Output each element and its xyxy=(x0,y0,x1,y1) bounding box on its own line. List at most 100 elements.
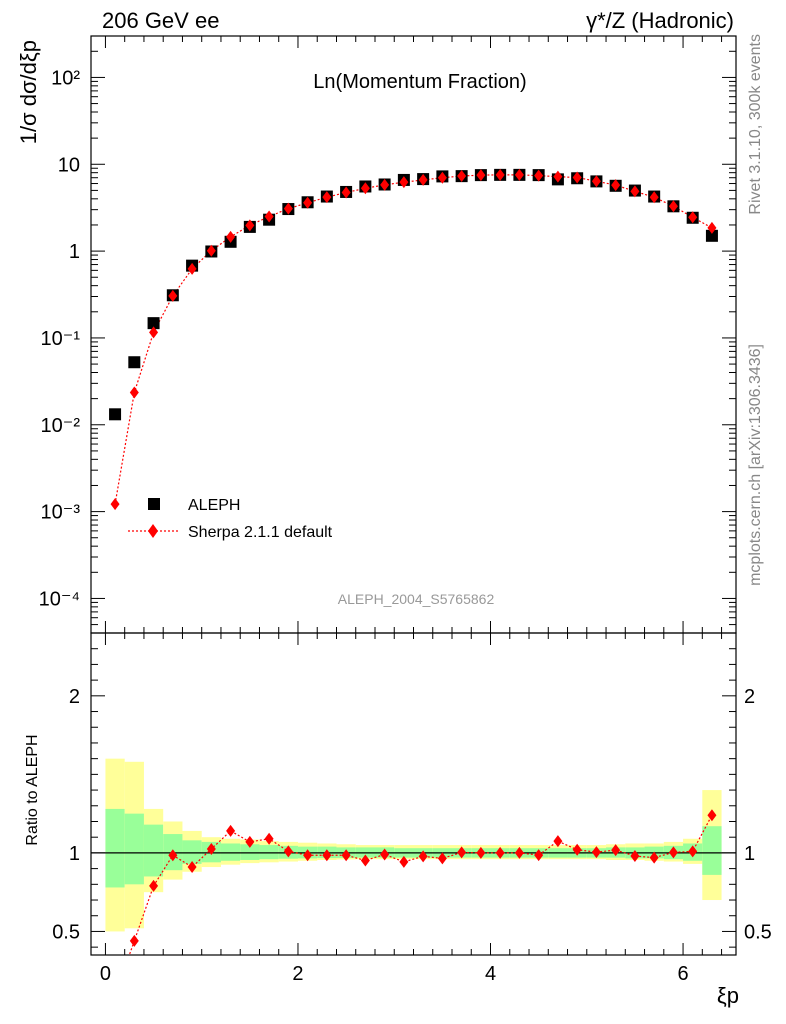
mcplots-label: mcplots.cern.ch [arXiv:1306.3436] xyxy=(747,344,764,586)
sherpa-point xyxy=(110,498,120,511)
top-y-tick-label: 10⁻² xyxy=(41,415,81,437)
band-inner xyxy=(124,813,144,885)
ratio-point xyxy=(341,849,351,862)
band-inner xyxy=(220,843,241,861)
sherpa-point xyxy=(360,182,370,195)
ratio-point xyxy=(514,846,524,859)
ratio-y-tick-label: 0.5 xyxy=(52,921,80,943)
ratio-point xyxy=(688,845,698,858)
ratio-series xyxy=(111,809,717,1001)
rivet-version-label: Rivet 3.1.10, 300k events xyxy=(747,34,764,215)
ratio-y-axis-label: Ratio to ALEPH xyxy=(24,734,41,845)
aleph-point xyxy=(705,229,718,242)
ratio-point xyxy=(611,844,621,857)
ratio-point xyxy=(226,824,236,837)
sherpa-point xyxy=(418,173,428,186)
analysis-id-label: ALEPH_2004_S5765862 xyxy=(338,591,495,607)
band-inner xyxy=(143,824,164,877)
ratio-point xyxy=(399,855,409,868)
ratio-point xyxy=(380,848,390,861)
sherpa-point xyxy=(226,230,236,243)
x-tick-label: 6 xyxy=(677,963,688,985)
band-inner xyxy=(240,844,260,860)
aleph-point xyxy=(109,408,122,421)
aleph-point xyxy=(128,356,141,369)
sherpa-line xyxy=(114,174,713,505)
x-tick-label: 2 xyxy=(292,963,303,985)
sherpa-point xyxy=(630,185,640,198)
ratio-point xyxy=(129,934,139,947)
sherpa-point xyxy=(380,178,390,191)
ratio-point xyxy=(476,846,486,859)
band-inner xyxy=(259,845,279,860)
axes: 0 2 4 6 10⁻⁴ 10⁻³ 10⁻² 10⁻¹ 1 10 10² 0.5 0.5 1 1 2 2 xyxy=(39,35,772,985)
data-series xyxy=(109,168,718,1001)
sherpa-point xyxy=(437,171,447,184)
ratio-point xyxy=(360,854,370,867)
sherpa-point xyxy=(688,211,698,224)
legend-label-aleph: ALEPH xyxy=(188,497,240,514)
ratio-point xyxy=(437,852,447,865)
ratio-point xyxy=(668,846,678,859)
sherpa-point xyxy=(168,289,178,302)
sherpa-point xyxy=(476,169,486,182)
ratio-point xyxy=(283,845,293,858)
legend-marker-sherpa xyxy=(148,524,158,538)
legend: ALEPH Sherpa 2.1.1 default xyxy=(128,497,333,541)
top-y-tick-label: 10⁻³ xyxy=(41,502,81,524)
ratio-point xyxy=(457,846,467,859)
sherpa-point xyxy=(514,168,524,181)
ratio-point xyxy=(572,843,582,856)
ratio-point xyxy=(111,989,120,1001)
sherpa-point xyxy=(534,169,544,182)
legend-label-sherpa: Sherpa 2.1.1 default xyxy=(188,524,333,541)
ratio-point xyxy=(553,835,563,848)
sherpa-point xyxy=(495,168,505,181)
band-inner xyxy=(105,808,125,888)
x-tick-label: 0 xyxy=(100,963,111,985)
top-y-tick-label: 1 xyxy=(69,241,80,263)
band-inner xyxy=(702,826,722,875)
ratio-point xyxy=(303,849,313,862)
sherpa-point xyxy=(283,202,293,215)
ratio-point xyxy=(707,809,717,822)
top-panel-frame xyxy=(90,35,737,634)
sherpa-point xyxy=(149,326,159,339)
x-tick-label: 4 xyxy=(485,963,496,985)
sherpa-point xyxy=(611,179,621,192)
ratio-y-tick-label-right: 1 xyxy=(744,843,755,865)
sherpa-point xyxy=(187,262,197,275)
sherpa-point xyxy=(245,219,255,232)
ratio-uncertainty-bands xyxy=(105,758,722,932)
ratio-y-tick-label-right: 0.5 xyxy=(744,921,772,943)
ratio-y-tick-label-right: 2 xyxy=(744,686,755,708)
ratio-point xyxy=(649,851,659,864)
ratio-point xyxy=(418,850,428,863)
ratio-point xyxy=(591,846,601,859)
top-y-tick-label: 10 xyxy=(58,154,80,176)
sherpa-point xyxy=(572,171,582,184)
top-y-tick-label: 10⁻⁴ xyxy=(39,588,80,610)
ratio-point xyxy=(206,842,216,855)
ratio-point xyxy=(630,850,640,863)
sherpa-point xyxy=(668,200,678,213)
band-inner xyxy=(182,840,202,864)
sherpa-point xyxy=(707,221,717,234)
aleph-point xyxy=(147,317,160,330)
ratio-point xyxy=(168,849,178,862)
header-left: 206 GeV ee xyxy=(102,8,219,33)
ratio-y-tick-label: 1 xyxy=(69,843,80,865)
sherpa-point xyxy=(341,186,351,199)
sherpa-point xyxy=(457,170,467,183)
sherpa-point xyxy=(129,386,139,399)
top-y-tick-label: 10² xyxy=(51,67,80,89)
sherpa-point xyxy=(206,244,216,257)
x-axis-label: ξp xyxy=(717,983,739,1008)
sherpa-point xyxy=(553,170,563,183)
ratio-point xyxy=(149,879,159,892)
legend-marker-aleph xyxy=(148,498,160,510)
ratio-point xyxy=(245,835,255,848)
header-right: γ*/Z (Hadronic) xyxy=(586,8,734,33)
sherpa-point xyxy=(399,176,409,189)
